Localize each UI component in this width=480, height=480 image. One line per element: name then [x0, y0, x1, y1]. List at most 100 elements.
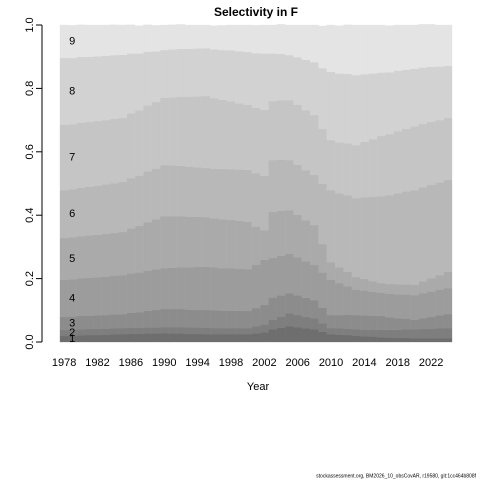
area-step: [276, 24, 286, 54]
area-step: [285, 253, 294, 294]
area-step: [435, 315, 444, 329]
area-step: [59, 329, 69, 337]
area-step: [318, 25, 328, 69]
area-step: [351, 144, 361, 199]
area-step: [301, 261, 311, 299]
area-step: [393, 193, 403, 285]
area-step: [76, 24, 86, 57]
area-step: [418, 67, 428, 125]
area-step: [93, 328, 102, 336]
area-step: [426, 328, 436, 339]
area-step: [401, 284, 411, 295]
area-step: [443, 338, 453, 343]
area-step: [209, 310, 219, 329]
area-step: [276, 159, 286, 211]
area-step: [118, 181, 127, 233]
series-label: 7: [69, 151, 75, 163]
area-step: [376, 24, 386, 73]
series-label: 6: [69, 208, 75, 220]
area-step: [310, 264, 319, 301]
area-step: [76, 278, 86, 317]
area-step: [134, 312, 144, 328]
area-step: [118, 327, 127, 335]
area-step: [84, 328, 94, 336]
area-step: [226, 310, 236, 329]
area-step: [201, 95, 211, 169]
area-step: [226, 24, 236, 51]
area-step: [376, 72, 386, 137]
area-step: [193, 309, 202, 328]
area-step: [435, 119, 444, 183]
area-step: [243, 268, 252, 312]
area-step: [443, 271, 453, 289]
area-step: [301, 59, 311, 111]
area-step: [410, 284, 419, 296]
area-step: [126, 24, 136, 54]
area-step: [410, 319, 419, 330]
area-step: [435, 328, 444, 339]
area-step: [351, 289, 361, 316]
area-step: [335, 193, 344, 268]
area-step: [93, 185, 102, 236]
area-step: [260, 259, 269, 306]
area-step: [401, 69, 411, 129]
area-step: [401, 191, 411, 285]
area-step: [301, 110, 311, 171]
series-label: 9: [69, 35, 75, 47]
area-step: [343, 334, 353, 343]
area-step: [260, 175, 269, 231]
area-step: [343, 271, 353, 287]
area-step: [326, 24, 336, 73]
x-tick-label: 2014: [352, 357, 376, 369]
area-step: [260, 229, 269, 261]
area-step: [393, 329, 403, 339]
area-step: [376, 135, 386, 197]
area-step: [101, 233, 111, 277]
area-step: [84, 121, 94, 187]
series-label: 1: [69, 333, 75, 345]
area-step: [168, 24, 177, 50]
area-step: [301, 316, 311, 329]
area-step: [134, 327, 144, 334]
area-step: [410, 338, 419, 343]
y-tick-label: 0.0: [24, 334, 36, 349]
area-step: [260, 332, 269, 343]
area-step: [335, 267, 344, 284]
area-step: [176, 216, 186, 268]
area-step: [118, 274, 127, 315]
area-step: [318, 183, 328, 245]
area-step: [193, 24, 202, 49]
area-step: [393, 294, 403, 319]
area-step: [310, 24, 319, 63]
area-step: [209, 49, 219, 99]
area-step: [168, 97, 177, 166]
area-step: [318, 323, 328, 333]
area-step: [293, 257, 303, 296]
area-step: [368, 196, 378, 282]
area-step: [134, 272, 144, 313]
area-step: [418, 281, 428, 294]
area-step: [260, 24, 269, 54]
area-step: [401, 329, 411, 339]
area-step: [126, 273, 136, 313]
area-step: [201, 266, 211, 311]
area-step: [201, 309, 211, 328]
area-step: [351, 276, 361, 290]
area-step: [301, 328, 311, 343]
x-tick-label: 1998: [219, 357, 243, 369]
area-step: [118, 54, 127, 119]
area-step: [285, 313, 294, 327]
area-step: [310, 174, 319, 226]
area-step: [301, 297, 311, 318]
area-step: [360, 197, 369, 280]
area-step: [318, 307, 328, 324]
x-tick-label: 1978: [52, 357, 76, 369]
chart-title: Selectivity in F: [214, 5, 298, 19]
area-step: [134, 333, 144, 343]
area-step: [193, 167, 202, 217]
area-step: [84, 235, 94, 278]
area-step: [143, 105, 152, 172]
area-step: [393, 284, 403, 295]
area-step: [435, 274, 444, 290]
area-step: [426, 338, 436, 343]
